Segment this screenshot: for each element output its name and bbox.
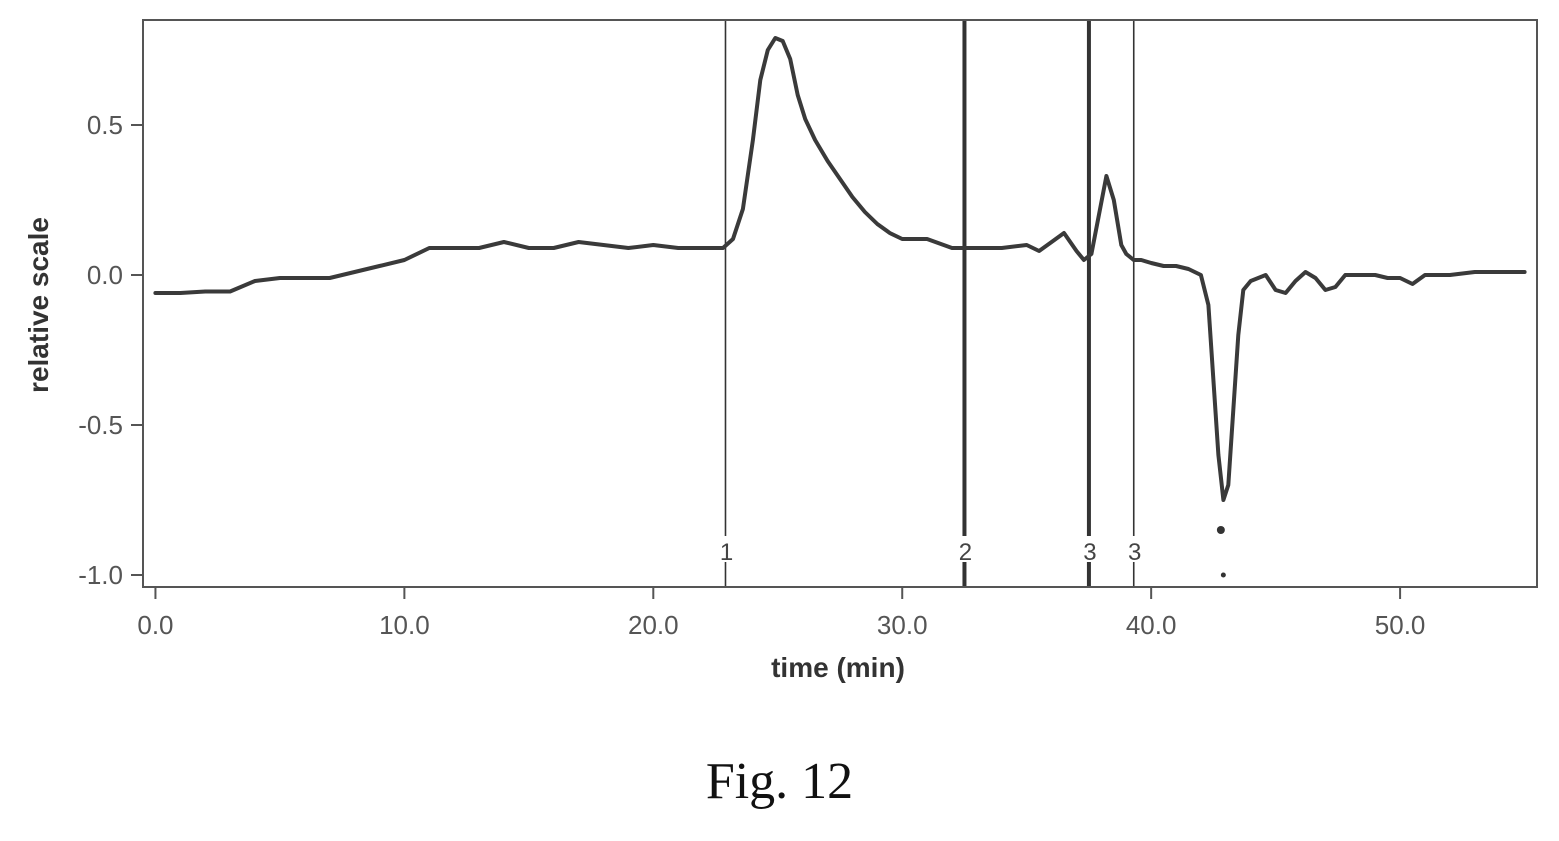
x-tick-label: 30.0 <box>877 610 928 640</box>
y-tick-label: 0.0 <box>87 260 123 290</box>
marker-label-4: 3 <box>1128 539 1141 566</box>
y-tick-label: 0.5 <box>87 110 123 140</box>
y-tick-label: -0.5 <box>78 410 123 440</box>
y-tick-label: -1.0 <box>78 560 123 590</box>
figure-caption: Fig. 12 <box>705 753 854 810</box>
x-tick-label: 10.0 <box>379 610 430 640</box>
marker-label-1: 1 <box>720 539 733 566</box>
data-point-1 <box>1216 526 1225 534</box>
plot-frame <box>142 19 1538 588</box>
x-tick-label: 0.0 <box>137 610 173 640</box>
marker-label-2: 2 <box>959 539 972 566</box>
x-axis-title: time (min) <box>771 652 905 683</box>
data-point-2 <box>1220 572 1226 578</box>
marker-label-3: 3 <box>1083 539 1096 566</box>
x-tick-label: 40.0 <box>1126 610 1177 640</box>
marker-label-background <box>714 536 737 562</box>
series-line-1 <box>153 36 1527 502</box>
x-tick-label: 20.0 <box>628 610 679 640</box>
marker-label-background <box>1122 536 1145 562</box>
x-tick-label: 50.0 <box>1375 610 1426 640</box>
plot-layer: 1 2 3 3 <box>153 20 1527 587</box>
axes-layer: 0.0 10.0 20.0 30.0 40.0 50.0 0.5 0.0 -0.5 -1.0 <box>78 19 1538 640</box>
marker-label-background <box>1077 536 1100 562</box>
marker-label-background <box>953 536 976 562</box>
y-axis-title: relative scale <box>23 217 54 393</box>
